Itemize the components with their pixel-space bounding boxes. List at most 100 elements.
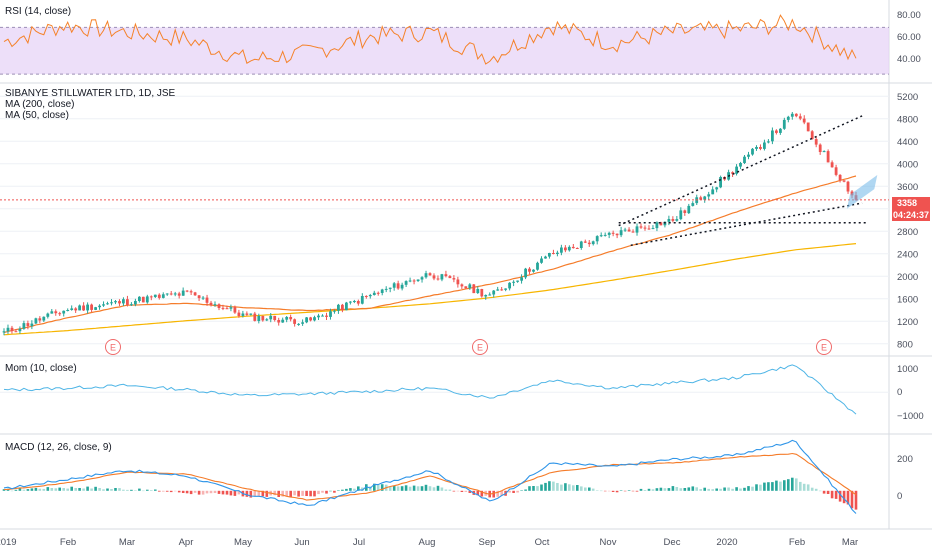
macd-histogram-bar [102,489,105,491]
candle-body [667,219,671,222]
macd-histogram-bar [388,486,392,491]
last-price-badge [892,197,930,209]
candle-body [353,301,356,302]
trendlines[interactable] [618,115,869,247]
macd-histogram-bar [468,490,472,493]
earnings-icon[interactable] [816,339,832,355]
candle-body [321,315,324,317]
macd-histogram-bar [130,489,133,491]
macd-histogram-bar [193,490,197,493]
macd-histogram-bar [667,488,671,491]
projection-box[interactable] [846,175,878,209]
candle-body [579,241,583,248]
candle-body [520,277,523,281]
macd-histogram-bar [14,489,18,491]
macd-histogram-bar [799,481,802,491]
macd-histogram-bar [197,490,201,495]
macd-histogram-bar [38,488,42,491]
candle-body [818,144,822,152]
momentum-pane[interactable]: Mom (10, close) 1000 0 −1000 [0,363,924,422]
macd-histogram-bar [771,482,774,491]
candle-body [225,308,229,310]
earnings-icon[interactable] [105,339,121,355]
macd-histogram-bar [568,484,571,491]
earnings-marker[interactable]: E [816,339,832,355]
candle-body [782,119,786,129]
candle-body [6,327,10,332]
candle-body [528,268,531,272]
earnings-marker[interactable]: E [105,339,121,355]
candle-body [22,323,26,329]
price-tick: 2000 [897,272,918,283]
candle-body [623,229,627,231]
candle-body [333,310,336,312]
macd-histogram-bar [540,484,543,491]
macd-histogram-bar [380,484,384,491]
ma50-label: MA (50, close) [5,110,69,121]
candle-body [205,297,209,303]
macd-histogram-bar [703,487,706,491]
macd-histogram-bar [647,488,651,491]
earnings-marker[interactable]: E [472,339,488,355]
candle-body [583,241,587,243]
time-axis-label: Feb [789,537,805,548]
macd-histogram-bar [548,481,551,491]
macd-histogram [2,477,858,510]
candle-body [751,148,754,155]
candle-body [691,203,695,206]
macd-histogram-bar [78,488,81,491]
macd-histogram-bar [783,480,786,491]
candle-body [814,139,818,145]
macd-histogram-bar [2,489,6,491]
candle-body [516,280,519,282]
ma200-label: MA (200, close) [5,99,74,110]
rsi-tick-80: 80.00 [897,10,921,21]
time-axis-label: Mar [842,537,858,548]
macd-histogram-bar [719,488,722,491]
candle-body [233,307,237,313]
rsi-pane[interactable]: RSI (14, close) 80.00 60.00 40.00 [0,6,921,75]
rsi-tick-40: 40.00 [897,54,921,65]
candle-body [265,319,269,321]
candle-body [735,166,738,174]
momentum-tick-neg1000: −1000 [897,411,924,422]
macd-histogram-bar [74,488,77,491]
macd-histogram-bar [496,490,499,497]
candle-body [440,274,444,280]
candle-body [345,302,348,311]
candle-body [293,319,296,324]
macd-histogram-bar [615,490,619,493]
earnings-icon[interactable] [472,339,488,355]
candlesticks [2,112,858,336]
countdown-label: 04:24:37 [893,210,929,220]
macd-histogram-bar [62,488,65,491]
macd-histogram-bar [818,490,822,492]
candle-body [599,235,603,237]
candle-body [715,187,719,190]
candle-body [134,301,137,305]
macd-histogram-bar [357,486,360,491]
candle-body [771,130,774,142]
macd-histogram-bar [317,490,320,495]
macd-pane[interactable]: MACD (12, 26, close, 9) 200 0 [2,439,913,514]
candle-body [126,299,129,305]
macd-histogram-bar [134,490,137,491]
candle-body [237,312,241,316]
macd-histogram-bar [126,489,129,491]
candle-body [400,284,404,289]
macd-histogram-bar [651,489,655,491]
macd-histogram-bar [177,490,181,493]
candle-body [149,296,153,298]
macd-histogram-bar [253,490,257,497]
macd-histogram-bar [806,484,810,491]
macd-histogram-bar [580,486,583,491]
candle-body [448,276,452,279]
macd-histogram-bar [854,490,858,510]
candle-body [412,280,416,282]
candle-body [464,286,468,289]
candle-body [659,222,663,226]
price-pane[interactable]: SIBANYE STILLWATER LTD, 1D, JSE MA (200,… [0,88,930,355]
candle-body [98,305,101,308]
macd-histogram-bar [396,486,400,491]
